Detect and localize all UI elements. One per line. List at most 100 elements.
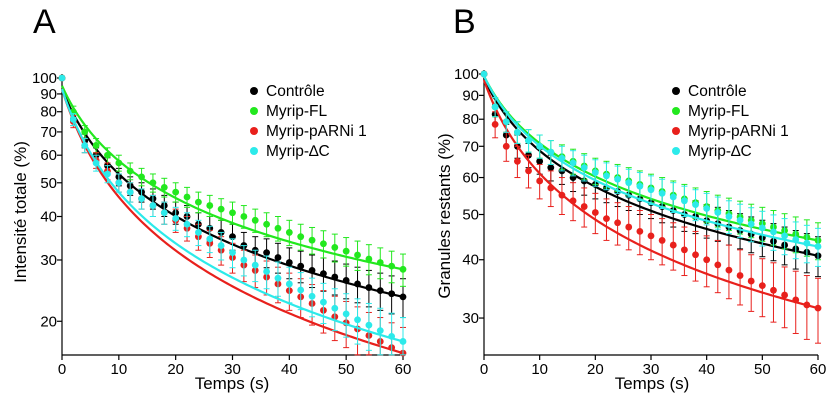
data-point-a-3-25 bbox=[342, 310, 350, 318]
data-point-b-3-22 bbox=[725, 213, 733, 220]
data-point-a-0-24 bbox=[331, 273, 339, 281]
data-point-b-3-8 bbox=[569, 159, 577, 167]
data-point-b-3-15 bbox=[647, 186, 655, 194]
y-tick-label-b-70: 70 bbox=[462, 138, 479, 155]
data-point-a-1-30 bbox=[399, 265, 407, 273]
data-point-b-2-12 bbox=[614, 219, 621, 227]
data-point-b-2-15 bbox=[647, 232, 655, 240]
series-b-3 bbox=[480, 70, 822, 267]
chart-panel-b: B Temps (s) Granules restants (%) 0 10 20 3… bbox=[435, 3, 826, 393]
data-point-a-1-25 bbox=[342, 247, 350, 255]
y-tick-label-a-70: 70 bbox=[40, 124, 57, 141]
data-point-a-3-7 bbox=[138, 195, 145, 203]
data-point-a-3-27 bbox=[365, 321, 373, 329]
data-point-a-1-21 bbox=[297, 233, 305, 241]
data-point-a-3-11 bbox=[183, 220, 191, 228]
data-point-b-2-6 bbox=[547, 184, 555, 192]
data-point-a-0-28 bbox=[376, 287, 384, 294]
data-point-b-3-17 bbox=[669, 193, 677, 201]
x-tick-label-a-30: 30 bbox=[224, 361, 241, 378]
data-point-a-3-20 bbox=[285, 280, 293, 288]
data-point-b-2-8 bbox=[569, 197, 577, 205]
data-point-a-1-22 bbox=[308, 236, 316, 244]
data-point-a-3-5 bbox=[115, 179, 123, 187]
chart-panel-a: A Temps (s) Intensité totale (%) 0 10 20 30… bbox=[11, 3, 411, 393]
data-point-b-3-11 bbox=[603, 172, 610, 180]
data-point-a-1-19 bbox=[274, 224, 282, 232]
y-tick-label-a-90: 90 bbox=[40, 86, 57, 103]
data-point-a-1-27 bbox=[365, 255, 373, 263]
data-point-b-0-5 bbox=[536, 157, 544, 165]
panel-letter-a: A bbox=[33, 3, 56, 41]
data-point-a-1-6 bbox=[126, 167, 134, 175]
data-point-a-1-12 bbox=[195, 198, 202, 206]
y-tick-label-a-80: 80 bbox=[40, 104, 57, 121]
data-point-b-2-30 bbox=[814, 304, 822, 312]
data-point-a-0-26 bbox=[354, 280, 361, 288]
data-point-a-0-19 bbox=[274, 254, 282, 261]
data-point-b-3-16 bbox=[658, 189, 666, 197]
data-point-a-3-23 bbox=[320, 298, 327, 306]
x-tick-label-a-10: 10 bbox=[110, 361, 127, 378]
data-point-a-1-28 bbox=[376, 259, 384, 266]
data-point-a-1-18 bbox=[263, 220, 270, 228]
data-point-b-2-19 bbox=[692, 251, 699, 259]
legend-marker-b-2 bbox=[672, 127, 680, 135]
data-point-a-3-24 bbox=[331, 304, 339, 312]
data-point-a-0-20 bbox=[285, 259, 293, 266]
legend-marker-b-3 bbox=[672, 147, 680, 155]
data-point-b-3-14 bbox=[636, 182, 644, 190]
data-point-a-3-8 bbox=[149, 202, 157, 209]
data-point-a-1-29 bbox=[388, 262, 396, 270]
legend-label-a-3: Myrip-∆C bbox=[266, 143, 330, 160]
data-point-b-2-11 bbox=[603, 215, 610, 222]
x-tick-label-b-20: 20 bbox=[587, 361, 604, 378]
data-point-a-1-15 bbox=[229, 209, 236, 217]
data-point-a-0-21 bbox=[297, 262, 305, 270]
data-point-b-3-12 bbox=[614, 175, 621, 183]
data-point-a-3-1 bbox=[69, 116, 77, 123]
data-point-a-0-18 bbox=[263, 249, 270, 257]
data-point-b-2-16 bbox=[658, 237, 666, 244]
x-tick-label-a-20: 20 bbox=[167, 361, 184, 378]
y-tick-label-a-40: 40 bbox=[40, 209, 57, 226]
data-point-b-3-23 bbox=[736, 216, 744, 224]
x-axis-title-a: Temps (s) bbox=[195, 374, 270, 393]
legend-marker-a-3 bbox=[250, 147, 258, 155]
data-point-b-3-2 bbox=[502, 118, 510, 126]
data-point-b-3-9 bbox=[580, 164, 588, 172]
data-point-a-3-15 bbox=[229, 249, 236, 257]
legend-marker-a-2 bbox=[250, 127, 258, 135]
x-tick-label-b-0: 0 bbox=[480, 361, 488, 378]
data-point-b-3-13 bbox=[625, 179, 633, 187]
data-point-b-2-17 bbox=[669, 241, 677, 249]
data-point-b-3-24 bbox=[747, 220, 755, 228]
series-a-0 bbox=[58, 74, 407, 319]
data-point-a-0-23 bbox=[320, 270, 327, 278]
data-point-a-3-10 bbox=[172, 215, 180, 222]
data-point-b-3-4 bbox=[525, 137, 532, 144]
data-point-b-2-14 bbox=[636, 228, 644, 235]
data-point-a-3-6 bbox=[126, 188, 134, 196]
y-tick-label-a-30: 30 bbox=[40, 252, 57, 269]
data-point-a-3-17 bbox=[251, 261, 259, 269]
data-point-a-1-16 bbox=[240, 213, 248, 220]
legend-label-b-2: Myrip-pARNi 1 bbox=[688, 123, 789, 140]
data-point-b-2-10 bbox=[591, 209, 599, 216]
data-point-a-3-0 bbox=[58, 74, 66, 82]
y-tick-label-a-100: 100 bbox=[32, 70, 57, 87]
y-tick-label-b-60: 60 bbox=[462, 170, 479, 187]
legend-label-b-0: Contrôle bbox=[688, 83, 747, 100]
data-point-a-3-13 bbox=[206, 235, 214, 243]
data-point-a-1-13 bbox=[206, 202, 214, 209]
data-point-a-3-9 bbox=[160, 209, 168, 217]
x-tick-label-a-50: 50 bbox=[338, 361, 355, 378]
data-point-a-1-2 bbox=[81, 128, 89, 136]
series-b-2 bbox=[480, 70, 822, 344]
y-axis-title-b: Granules restants (%) bbox=[435, 133, 454, 298]
legend-label-a-0: Contrôle bbox=[266, 83, 325, 100]
x-tick-label-b-30: 30 bbox=[643, 361, 660, 378]
data-point-b-2-5 bbox=[536, 177, 544, 185]
data-point-a-1-24 bbox=[331, 244, 339, 251]
data-point-a-1-9 bbox=[160, 183, 168, 191]
